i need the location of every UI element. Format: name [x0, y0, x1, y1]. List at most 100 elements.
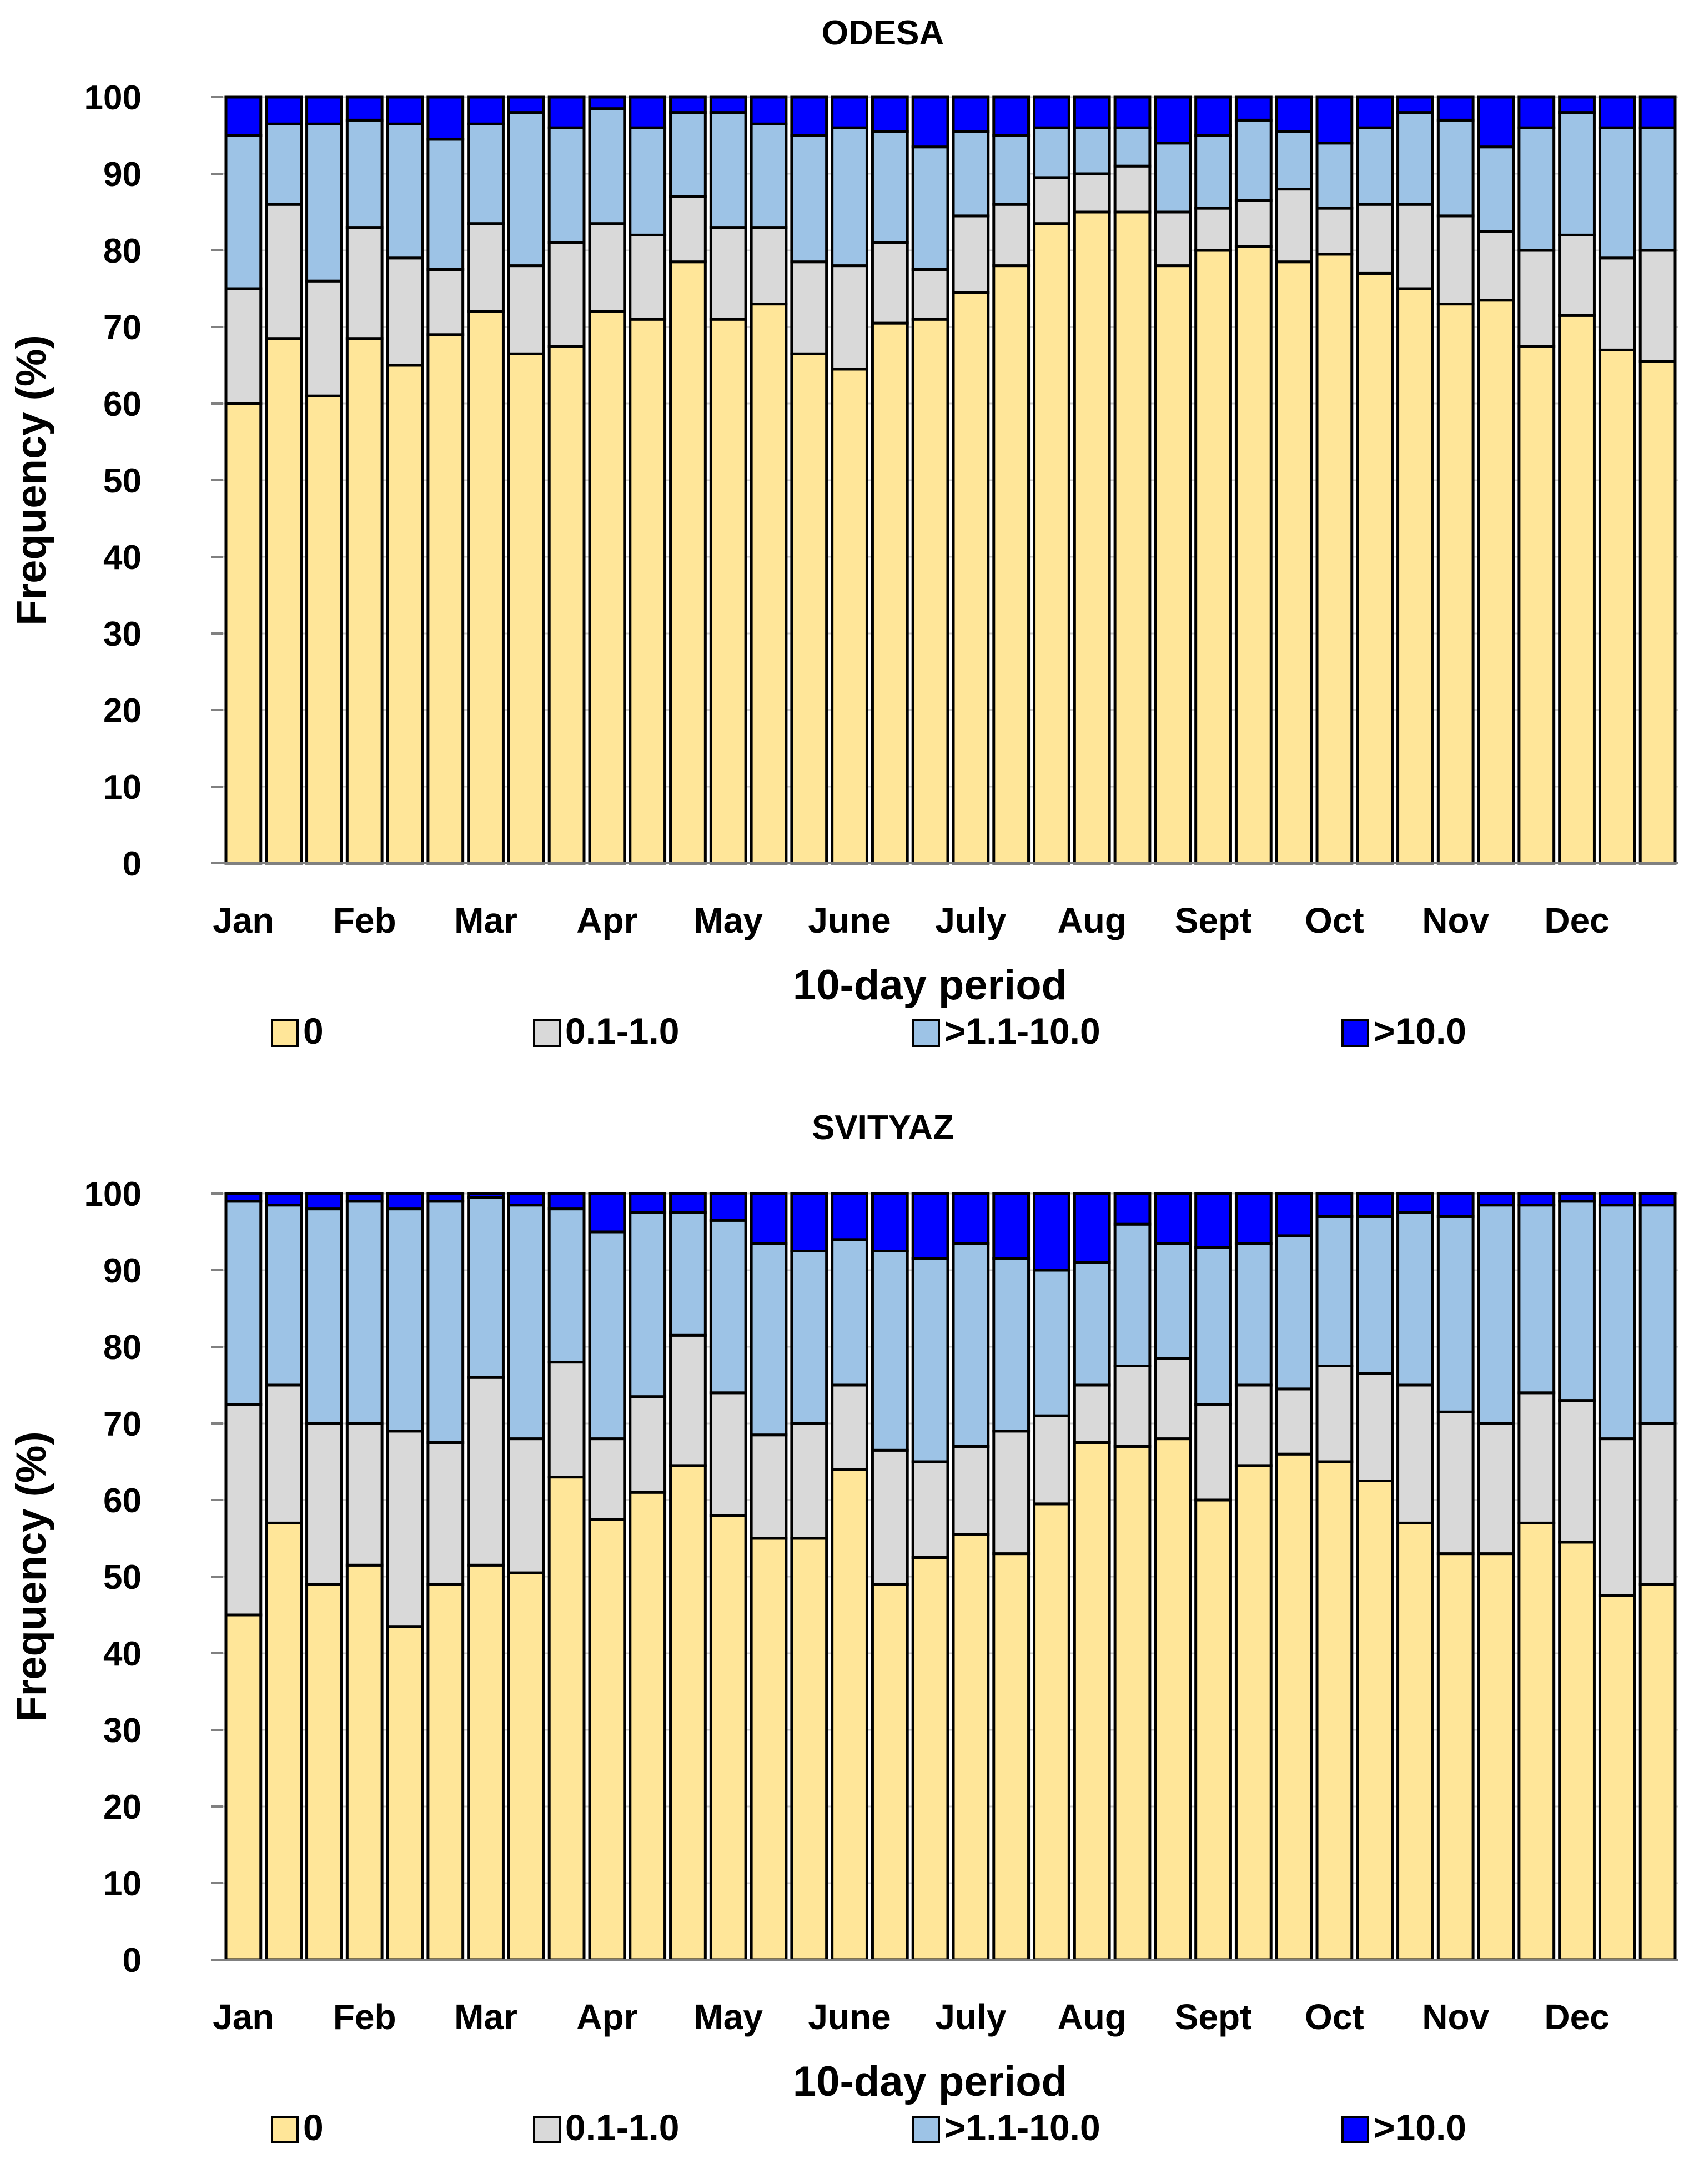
bar-segment-1 [224, 1613, 263, 1961]
x-tick-label: Jan [213, 1997, 274, 2037]
bar-segment-2 [629, 1395, 667, 1494]
legend-label: 0.1-1.0 [565, 2107, 679, 2148]
bar-segment-3 [911, 145, 949, 271]
bar-segment-1 [224, 402, 263, 865]
bar-segment-2 [305, 279, 343, 397]
bar-segment-2 [345, 1422, 384, 1567]
bar-segment-1 [1033, 222, 1070, 865]
bar-segment-4 [1234, 1192, 1273, 1245]
bar-segment-2 [1113, 1365, 1152, 1448]
bar-segment-1 [1396, 287, 1434, 865]
bar-segment-1 [426, 1583, 465, 1961]
bar-segment-3 [1194, 1246, 1232, 1406]
x-tick-label: May [693, 900, 763, 940]
bar-segment-4 [669, 1192, 707, 1214]
bar-segment-3 [588, 1230, 626, 1441]
bar-segment-3 [1356, 126, 1394, 206]
bar-segment-2 [1194, 1403, 1232, 1502]
legend-label: >10.0 [1374, 1010, 1466, 1051]
bar-segment-2 [547, 1361, 586, 1479]
bar-segment-3 [790, 134, 828, 264]
bar-segment-1 [386, 1625, 424, 1961]
bar-segment-3 [1275, 1234, 1313, 1391]
bar-segment-4 [588, 1192, 626, 1234]
chart-1: SVITYAZ 0 10 20 30 40 50 60 70 80 90 100 Jan Feb Mar Ap… [8, 1109, 1678, 2148]
bar-segment-1 [1154, 1437, 1192, 1961]
bar-segment-4 [750, 1192, 788, 1245]
bar-segment-4 [790, 95, 828, 137]
bar-segment-3 [1234, 1242, 1273, 1387]
bar-segment-2 [305, 1422, 343, 1586]
bar-segment-2 [1436, 214, 1475, 306]
bar-segment-3 [1275, 130, 1313, 191]
y-tick-label: 0 [123, 1941, 142, 1980]
bar-segment-4 [1154, 95, 1192, 145]
bar-segment-1 [1275, 1452, 1313, 1961]
bar-segment-2 [1638, 249, 1677, 363]
bar-segment-2 [1558, 233, 1596, 317]
bar-segment-2 [1356, 1372, 1394, 1483]
bar-segment-3 [952, 130, 990, 218]
bar-segment-3 [1113, 126, 1152, 168]
bar-segment-3 [831, 126, 868, 268]
bar-segment-3 [1194, 134, 1232, 210]
bar-segment-1 [1073, 1441, 1111, 1961]
bar-segment-1 [547, 1476, 586, 1961]
bar-segment-4 [345, 1192, 384, 1203]
bar-segment-2 [1113, 164, 1152, 214]
legend-swatch-3 [912, 2116, 940, 2143]
bar-segment-1 [265, 337, 303, 865]
bar-segment-3 [1234, 118, 1273, 202]
bar-segment-3 [588, 107, 626, 225]
bar-segment-3 [1396, 111, 1434, 206]
legend-swatch-4 [1341, 1019, 1369, 1047]
y-tick-label: 90 [103, 1252, 142, 1290]
bar-segment-2 [911, 1460, 949, 1559]
x-tick-label: July [935, 1997, 1006, 2037]
y-tick-label: 70 [103, 1405, 142, 1443]
bar-segment-3 [1315, 1215, 1354, 1367]
bar-segment-1 [386, 364, 424, 865]
bar-segment-2 [224, 287, 263, 405]
bar-segment-1 [507, 1571, 545, 1961]
bar-segment-4 [386, 95, 424, 125]
bar-segment-2 [1194, 207, 1232, 252]
bar-segment-1 [790, 352, 828, 865]
y-tick-label: 80 [103, 232, 142, 270]
y-tick-label: 70 [103, 309, 142, 347]
bar-segment-3 [547, 1207, 586, 1364]
bar-segment-1 [588, 1518, 626, 1961]
bar-segment-1 [1356, 1480, 1394, 1961]
bar-segment-3 [750, 122, 788, 229]
bar-segment-1 [1315, 253, 1354, 865]
bar-segment-2 [1356, 203, 1394, 275]
bar-segment-3 [345, 1200, 384, 1425]
bar-segment-4 [1558, 1192, 1596, 1203]
x-tick-label: Apr [576, 900, 637, 940]
bar-segment-4 [952, 1192, 990, 1245]
bar-segment-4 [426, 95, 465, 141]
y-tick-label: 40 [103, 1635, 142, 1673]
bar-segment-1 [1113, 210, 1152, 865]
bar-segment-2 [709, 1391, 747, 1517]
bar-segment-1 [1194, 249, 1232, 865]
x-tick-label: Feb [333, 900, 396, 940]
bar-segment-4 [1356, 1192, 1394, 1218]
bar-segment-4 [709, 95, 747, 114]
bar-segment-2 [1275, 188, 1313, 264]
x-tick-label: Mar [454, 900, 517, 940]
bar-segment-2 [1436, 1410, 1475, 1556]
bar-segment-2 [1598, 1437, 1636, 1598]
bar-segment-3 [750, 1242, 788, 1437]
bar-segment-2 [588, 222, 626, 313]
bar-segment-2 [992, 1430, 1031, 1556]
bar-segment-3 [1154, 1242, 1192, 1360]
bar-segment-1 [871, 321, 909, 865]
bar-segment-4 [992, 95, 1031, 137]
bar-segment-1 [992, 1552, 1031, 1961]
bar-segment-1 [790, 1537, 828, 1961]
x-tick-label: Oct [1305, 900, 1364, 940]
y-tick-label: 10 [103, 768, 142, 807]
bar-segment-2 [831, 264, 868, 371]
bar-segment-4 [790, 1192, 828, 1252]
